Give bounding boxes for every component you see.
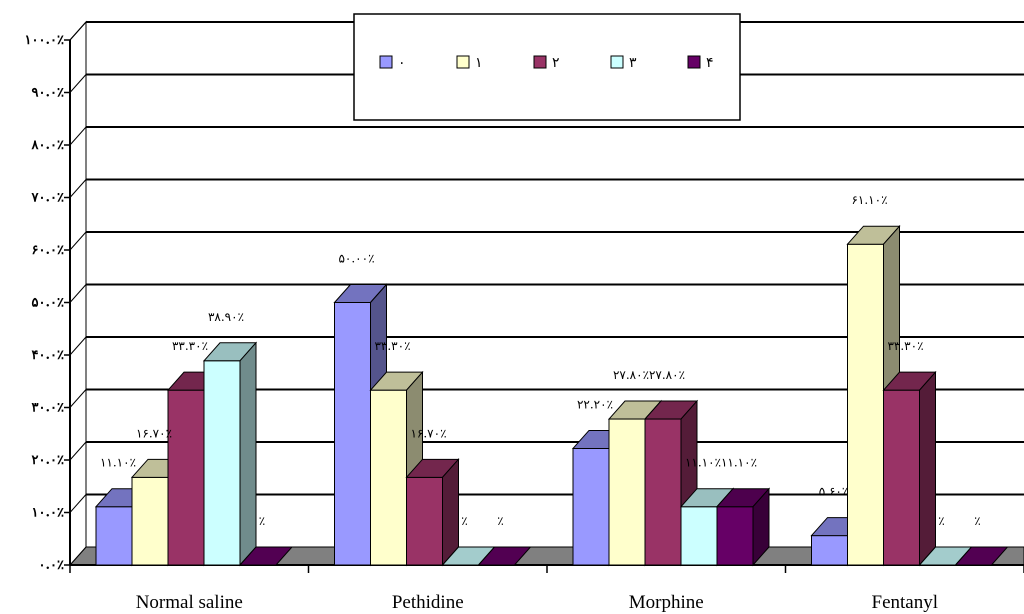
bar-front [883, 389, 920, 566]
bar-front [334, 302, 371, 566]
y-tick-label: ۱۰۰.۰٪ [25, 33, 64, 48]
y-tick-label: ۴۰.۰٪ [32, 348, 64, 363]
bar-front [608, 418, 646, 566]
data-label: ۱۶.۷۰٪ [410, 426, 446, 440]
data-labels: ۱۱.۱۰٪ ۱۶.۷۰٪ ۳۳.۳۰٪ ۳۸.۹۰٪ ٪ ۵۰.۰۰٪ ۳۳.۳۰٪ ۱۶.… [100, 193, 981, 528]
gridline-side [69, 179, 87, 198]
bar-front [716, 506, 754, 566]
legend-entry: ۲ [552, 55, 560, 71]
data-label: ۱۶.۷۰٪ [136, 426, 172, 440]
legend-entry: ۴ [706, 55, 714, 71]
gridline-side [69, 231, 87, 251]
x-category-label: Normal saline [136, 592, 243, 613]
data-label: ۳۳.۳۰٪ [887, 339, 923, 353]
data-label: ۲۷.۸۰٪ [613, 368, 649, 382]
bar-front [95, 506, 133, 566]
y-tick-label: ۹۰.۰٪ [32, 86, 64, 101]
gridline-side [69, 494, 87, 513]
legend-swatch [533, 55, 547, 69]
bar-flat [477, 546, 532, 566]
x-category-label: Pethidine [392, 592, 464, 613]
x-category-label: Fentanyl [872, 592, 939, 613]
data-label: ۵.۶۰٪ [819, 485, 849, 499]
data-label: ۱۱.۱۰٪ [685, 456, 721, 470]
legend-box [353, 13, 741, 121]
y-tick-label: ۳۰.۰٪ [32, 401, 64, 416]
legend-swatch [379, 55, 393, 69]
bar-front [847, 243, 884, 566]
data-label: ۱۱.۱۰٪ [721, 456, 757, 470]
bar-front [644, 418, 682, 566]
y-axis: ۰.۰٪ ۱۰.۰٪ ۲۰.۰٪ ۳۰.۰٪ ۴۰.۰٪ ۵۰.۰٪ ۶۰.۰٪ ۷۰.۰٪ ۸… [25, 33, 71, 573]
bar-front [167, 389, 205, 566]
bars [94, 224, 1009, 567]
bar-front [406, 476, 443, 566]
bar-side [752, 487, 770, 567]
data-label: ٪ [259, 514, 265, 528]
legend-entry: ۱ [475, 55, 483, 71]
bar-front [572, 447, 610, 566]
x-axis: Normal saline Pethidine Morphine Fentanyl [69, 564, 1024, 613]
y-tick-label: ۶۰.۰٪ [32, 243, 64, 258]
bar-front [811, 535, 848, 566]
data-label: ۶۱.۱۰٪ [851, 193, 887, 207]
y-tick-label: ۵۰.۰٪ [32, 296, 64, 311]
bar-front [370, 389, 407, 566]
bar-front [131, 476, 169, 566]
y-tick-label: ۰.۰٪ [39, 558, 64, 573]
gridline-side [69, 441, 87, 461]
y-tick-label: ۲۰.۰٪ [32, 453, 64, 468]
data-label: ۵۰.۰۰٪ [338, 252, 374, 266]
gridline-side [69, 284, 87, 303]
bar-side [919, 370, 936, 567]
gridline-side [69, 389, 87, 408]
data-label: ۱۱.۱۰٪ [100, 456, 136, 470]
data-label: ٪ [938, 514, 944, 528]
gridline-side [69, 74, 87, 93]
data-label: ۳۸.۹۰٪ [208, 310, 244, 324]
data-label: ٪ [497, 514, 503, 528]
bar-side [239, 341, 257, 567]
gridline-side [69, 336, 87, 356]
data-label: ۲۷.۸۰٪ [649, 368, 685, 382]
bar-front [680, 506, 718, 566]
bar-flat [238, 546, 294, 566]
legend: ۰ ۱ ۲ ۳ ۴ [353, 13, 741, 121]
y-tick-label: ۷۰.۰٪ [31, 191, 64, 206]
data-label: ۳۳.۳۰٪ [374, 339, 410, 353]
data-label: ٪ [974, 514, 980, 528]
data-label: ۲۲.۲۰٪ [577, 397, 613, 411]
legend-swatch [610, 55, 624, 69]
x-category-label: Morphine [629, 592, 704, 613]
y-tick-label: ۱۰.۰٪ [32, 506, 64, 521]
data-label: ۳۳.۳۰٪ [172, 339, 208, 353]
legend-swatch [687, 55, 701, 69]
legend-swatch [456, 55, 470, 69]
legend-entry: ۳ [629, 55, 637, 71]
gridline-side [69, 21, 87, 41]
legend-entry: ۰ [398, 55, 406, 71]
bar-front [203, 360, 241, 566]
y-tick-label: ۸۰.۰٪ [31, 138, 64, 153]
bar-flat [954, 546, 1009, 566]
gridline-side [69, 126, 87, 146]
data-label: ٪ [461, 514, 467, 528]
